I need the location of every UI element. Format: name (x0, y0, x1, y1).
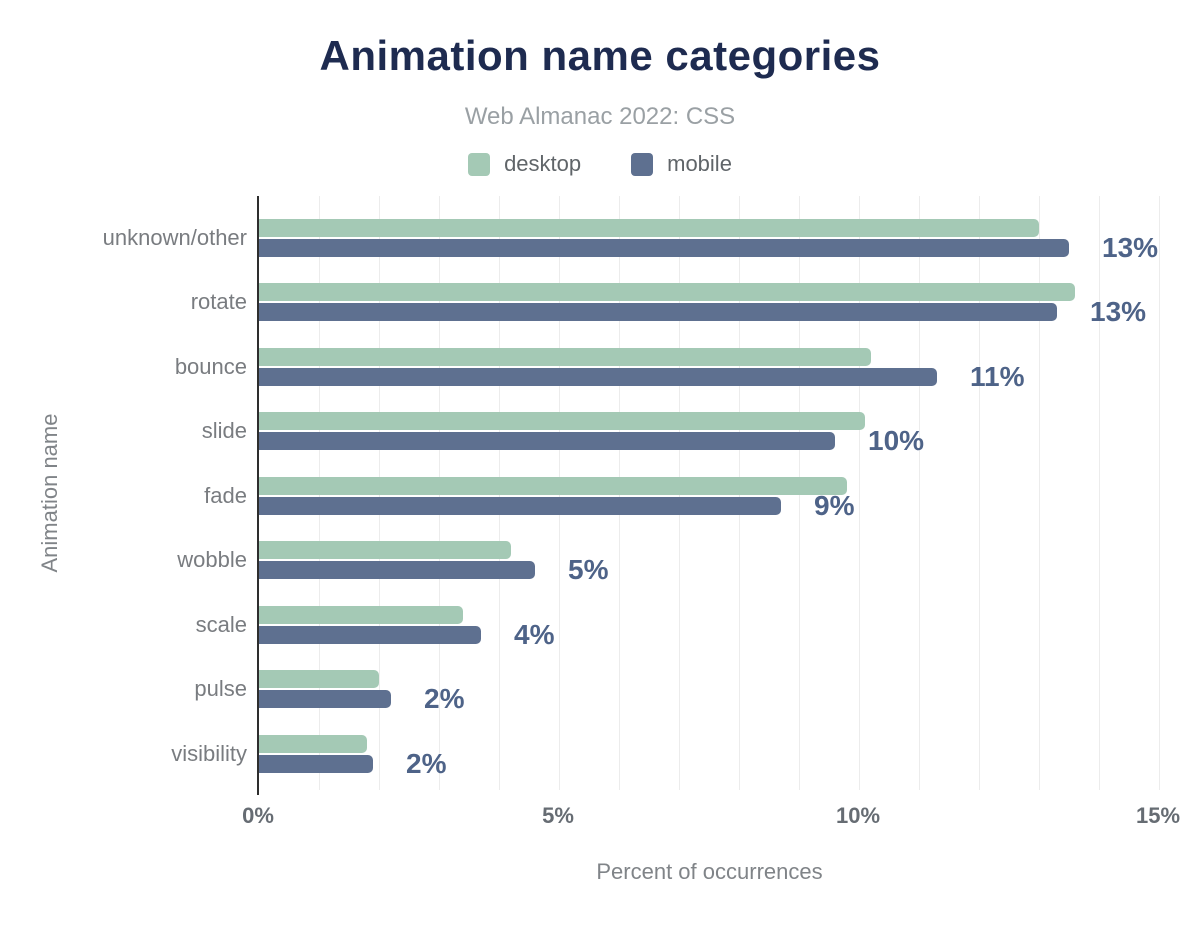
legend-label-desktop: desktop (504, 151, 582, 176)
category-label: pulse (194, 676, 247, 702)
desktop-bar (259, 347, 871, 366)
gridline (858, 196, 860, 790)
category-label: unknown/other (102, 225, 247, 250)
mobile-bar (259, 754, 373, 773)
category-label: scale (195, 611, 247, 637)
legend-item-mobile: mobile (631, 151, 732, 177)
category-label: bounce (174, 353, 247, 379)
mobile-bar (259, 367, 937, 386)
chart-title: Animation name categories (319, 32, 881, 79)
category-label: wobble (177, 547, 247, 573)
desktop-bar (259, 219, 1039, 237)
y-axis-line (257, 196, 259, 795)
gridline (1038, 196, 1040, 790)
legend: desktop mobile (0, 151, 1200, 177)
mobile-bar (259, 625, 481, 644)
value-label: 2% (424, 683, 465, 715)
value-label: 9% (814, 489, 855, 521)
x-tick-label: 0% (242, 803, 274, 828)
mobile-swatch-icon (631, 152, 654, 176)
gridline (978, 196, 980, 790)
mobile-bar (259, 432, 835, 451)
mobile-bar (259, 239, 1069, 257)
value-label: 13% (1102, 232, 1159, 263)
desktop-swatch-icon (468, 152, 491, 176)
mobile-bar (259, 303, 1057, 322)
x-tick-label: 10% (835, 803, 881, 828)
value-label: 2% (406, 747, 447, 779)
value-label: 4% (514, 618, 555, 650)
desktop-bar (259, 734, 367, 753)
desktop-bar (259, 541, 511, 560)
x-tick-label: 15% (1135, 803, 1181, 828)
category-label: slide (201, 418, 247, 444)
legend-label-mobile: mobile (667, 151, 732, 176)
mobile-bar (259, 690, 391, 709)
gridline (1098, 196, 1100, 790)
mobile-bar (259, 561, 535, 580)
desktop-bar (259, 605, 463, 624)
x-axis-title: Percent of occurrences (596, 859, 823, 884)
desktop-bar (259, 283, 1075, 302)
x-tick-label: 5% (542, 803, 574, 828)
desktop-bar (259, 476, 847, 495)
mobile-bar (259, 496, 781, 515)
value-label: 10% (868, 425, 925, 457)
value-label: 11% (970, 360, 1025, 392)
value-label: 13% (1090, 296, 1147, 328)
desktop-bar (259, 670, 379, 689)
value-label: 5% (568, 554, 609, 586)
legend-item-desktop: desktop (468, 151, 581, 177)
category-label: visibility (171, 740, 247, 766)
desktop-bar (259, 412, 865, 431)
chart-subtitle: Web Almanac 2022: CSS (464, 103, 736, 130)
plot-area: 13% 13% 11% 10% 9% 5% 4% 2% 2% (257, 196, 1160, 795)
gridline (1158, 196, 1160, 790)
category-label: fade (204, 482, 247, 508)
gridline (918, 196, 920, 790)
category-label: rotate (190, 289, 247, 315)
